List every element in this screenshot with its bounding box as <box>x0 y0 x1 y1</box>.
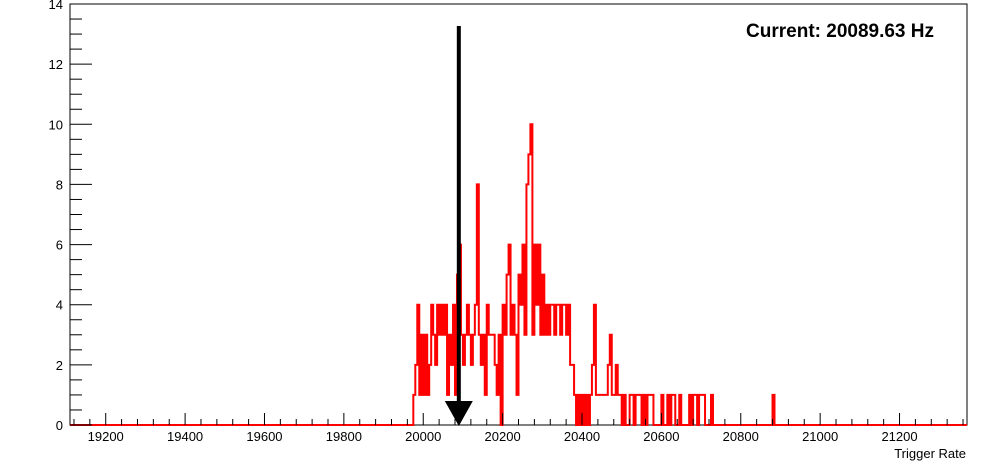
current-arrow-head <box>444 401 473 426</box>
x-tick-label: 19400 <box>167 429 203 444</box>
x-tick-label: 20600 <box>643 429 679 444</box>
histogram-layer <box>70 123 967 426</box>
x-tick-label: 20800 <box>723 429 759 444</box>
current-rate-label: Current: 20089.63 Hz <box>746 21 934 42</box>
y-tick-label: 8 <box>56 177 63 192</box>
y-tick-label: 4 <box>56 298 63 313</box>
x-tick-label: 19600 <box>246 429 282 444</box>
x-axis-title: Trigger Rate <box>894 446 966 461</box>
current-marker <box>444 26 473 426</box>
histogram-step-line <box>70 123 967 426</box>
x-tick-label: 20400 <box>564 429 600 444</box>
x-tick-label: 21000 <box>802 429 838 444</box>
x-axis: 19200 19400 19600 19800 20000 20200 20400 20600… <box>73 413 964 444</box>
x-tick-label: 20000 <box>405 429 441 444</box>
y-tick-label: 0 <box>56 418 63 433</box>
y-tick-label: 2 <box>56 358 63 373</box>
y-tick-label: 10 <box>49 117 63 132</box>
y-axis: 0 2 4 6 8 10 12 14 <box>49 0 92 433</box>
y-tick-label: 14 <box>49 0 63 12</box>
y-tick-label: 6 <box>56 238 63 253</box>
y-tick-label: 12 <box>49 57 63 72</box>
x-tick-label: 20200 <box>485 429 521 444</box>
x-tick-label: 19200 <box>88 429 124 444</box>
x-tick-label: 21200 <box>881 429 917 444</box>
x-tick-label: 19800 <box>326 429 362 444</box>
